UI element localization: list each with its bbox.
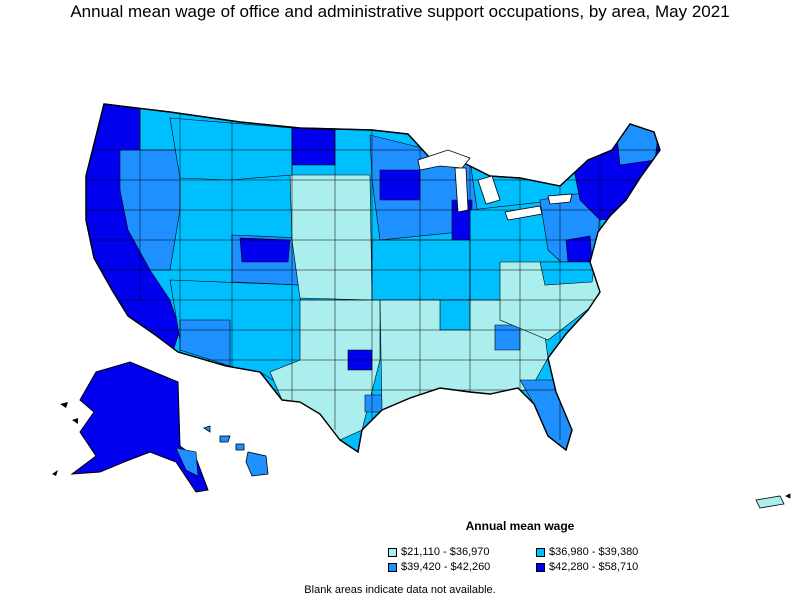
- alaska-shape: [70, 361, 209, 493]
- contiguous-us: [85, 103, 661, 454]
- region-minneapolis: [379, 169, 421, 201]
- legend-swatch-2: [536, 547, 545, 557]
- legend-label-4: $42,280 - $58,710: [549, 561, 639, 573]
- region-maine: [614, 117, 660, 166]
- region-northern-rockies: [169, 117, 293, 181]
- puerto-rico: [755, 493, 791, 509]
- legend-label-3: $39,420 - $42,260: [401, 561, 491, 573]
- hawaii: [203, 425, 269, 477]
- region-florida: [519, 379, 573, 451]
- legend-label-1: $21,110 - $36,970: [401, 546, 490, 558]
- legend-swatch-3: [388, 562, 397, 572]
- great-lakes: [417, 149, 573, 221]
- region-northern-plains: [289, 174, 373, 301]
- legend-item-4: $42,280 - $58,710: [536, 560, 638, 574]
- region-north-dakota-east: [291, 127, 336, 166]
- footnote: Blank areas indicate data not available.: [304, 584, 496, 596]
- region-atlanta: [494, 324, 521, 351]
- legend-item-3: $39,420 - $42,260: [388, 560, 490, 574]
- region-virginia: [539, 261, 596, 286]
- legend-title: Annual mean wage: [465, 519, 575, 533]
- alaska: [52, 361, 209, 493]
- legend-label-2: $36,980 - $39,380: [549, 546, 639, 558]
- legend-item-1: $21,110 - $36,970: [388, 545, 489, 559]
- map-title: Annual mean wage of office and administr…: [70, 2, 730, 21]
- legend-swatch-4: [536, 562, 545, 572]
- region-south-metros: [439, 299, 471, 331]
- region-denver: [239, 237, 291, 263]
- legend-swatch-1: [388, 547, 397, 557]
- legend-item-2: $36,980 - $39,380: [536, 545, 638, 559]
